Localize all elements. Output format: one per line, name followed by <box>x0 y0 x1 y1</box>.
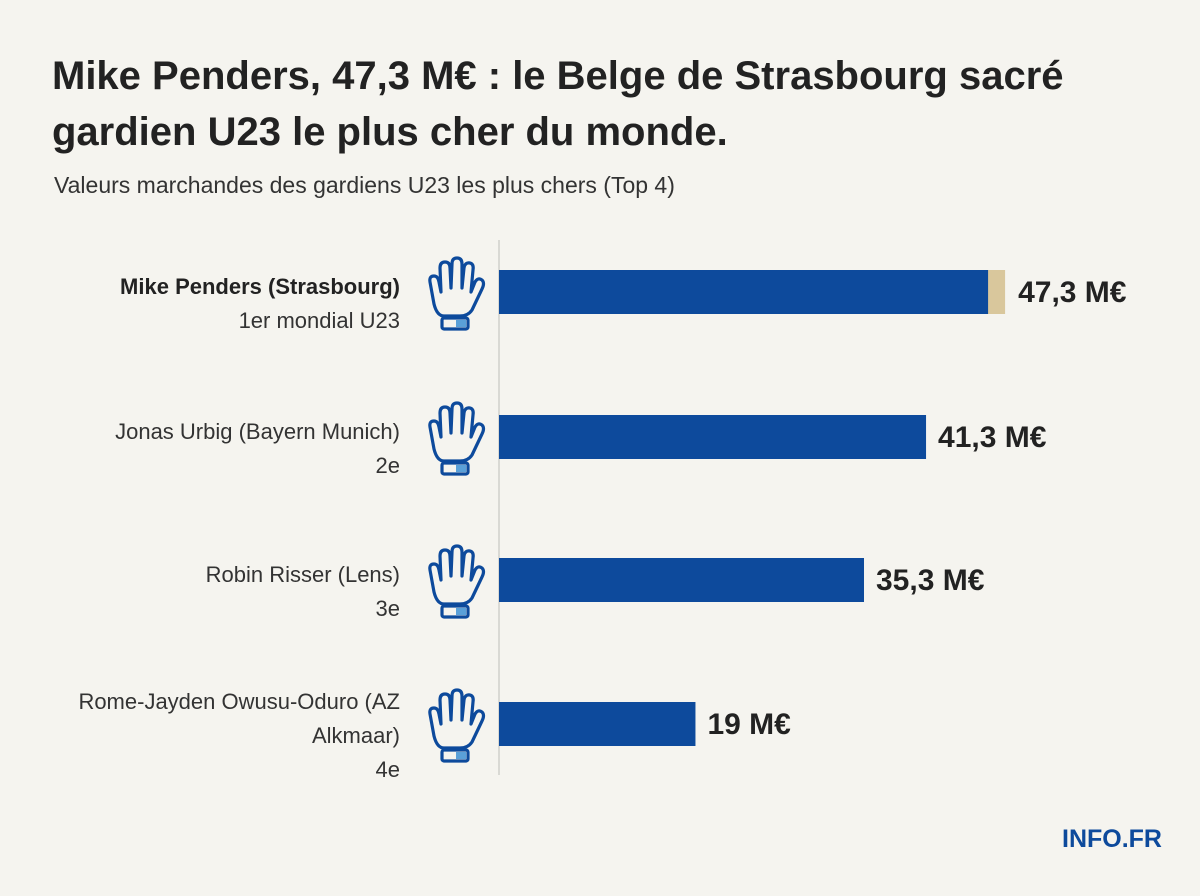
bar <box>499 415 927 459</box>
bar <box>499 558 865 602</box>
value-label: 47,3 M€ <box>1018 276 1127 309</box>
category-label: Robin Risser (Lens) 3e <box>40 558 400 626</box>
category-rank: 2e <box>375 453 400 478</box>
value-label: 35,3 M€ <box>876 564 985 597</box>
glove-icon <box>428 544 486 619</box>
category-name: Rome-Jayden Owusu-Oduro (AZ Alkmaar) <box>78 689 400 748</box>
category-rank: 3e <box>375 596 400 621</box>
category-label: Mike Penders (Strasbourg) 1er mondial U23 <box>40 270 400 338</box>
value-label: 19 M€ <box>707 708 791 741</box>
category-name: Mike Penders (Strasbourg) <box>120 274 400 299</box>
logo: INFO.FR <box>1062 825 1162 853</box>
glove-icon <box>428 688 486 763</box>
category-label: Jonas Urbig (Bayern Munich) 2e <box>40 415 400 483</box>
category-name: Robin Risser (Lens) <box>205 562 400 587</box>
category-rank: 1er mondial U23 <box>238 308 400 333</box>
value-label: 41,3 M€ <box>938 421 1047 454</box>
category-rank: 4e <box>375 757 400 782</box>
glove-icon <box>428 401 486 476</box>
category-name: Jonas Urbig (Bayern Munich) <box>115 419 400 444</box>
bar <box>499 702 696 746</box>
category-label: Rome-Jayden Owusu-Oduro (AZ Alkmaar) 4e <box>40 685 400 787</box>
chart-title: Mike Penders, 47,3 M€ : le Belge de Stra… <box>52 54 1064 154</box>
glove-icon <box>428 256 486 331</box>
bar <box>499 270 989 314</box>
chart-subtitle: Valeurs marchandes des gardiens U23 les … <box>54 172 675 198</box>
